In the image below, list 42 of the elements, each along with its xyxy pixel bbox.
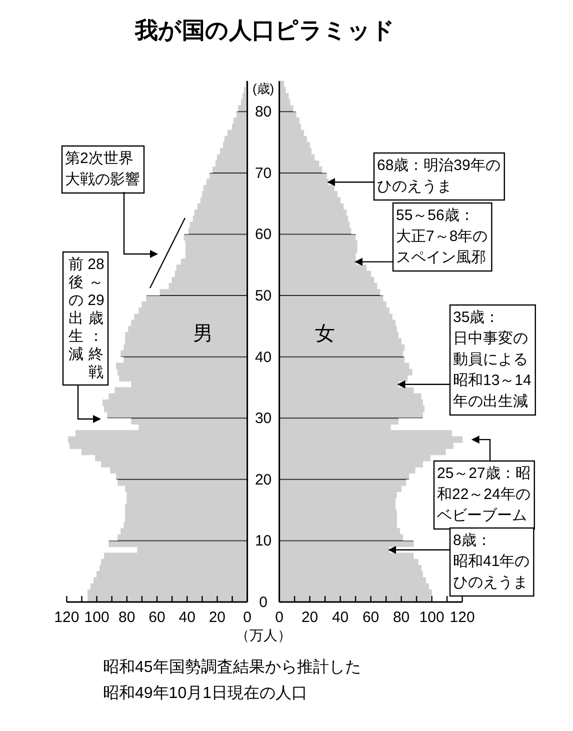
- annotation: 前後の出生減: [68, 256, 84, 363]
- x-tick-label: 120: [450, 609, 475, 626]
- x-axis-title: （万人）: [235, 627, 292, 643]
- annotation: 68歳：明治39年のひのえうま: [377, 157, 500, 195]
- annotation: 25～27歳：昭和22～24年のベビーブーム: [433, 436, 535, 530]
- y-tick-label: 80: [254, 104, 272, 121]
- chart-title: 我が国の人口ピラミッド: [134, 17, 395, 43]
- x-tick-label: 100: [84, 609, 110, 626]
- annotation: 28～29歳：終戦: [87, 256, 105, 382]
- annotation: 25～27歳：昭和22～24年のベビーブーム: [437, 465, 530, 524]
- x-tick-label: 100: [419, 609, 444, 626]
- annotation: 8歳：昭和41年のひのえうま: [388, 527, 534, 597]
- y-axis-title: (歳): [252, 81, 274, 96]
- y-tick-label: 10: [254, 532, 272, 550]
- x-tick-label: 80: [118, 609, 136, 626]
- series-label: 男: [193, 323, 213, 345]
- x-tick-label: 60: [148, 609, 166, 626]
- x-tick-label: 120: [54, 609, 80, 626]
- annotation: 35歳：日中事変の動員による昭和13～14年の出生減: [397, 304, 536, 416]
- x-tick-label: 80: [392, 609, 410, 626]
- annotation: 第2次世界大戦の影響: [65, 150, 140, 188]
- x-tick-label: 60: [362, 609, 380, 626]
- series-label: 女: [315, 323, 335, 345]
- y-tick-label: 40: [254, 348, 272, 366]
- x-tick-label: 40: [178, 609, 196, 626]
- y-tick-label: 30: [254, 410, 272, 428]
- y-tick-label: 70: [254, 164, 272, 182]
- annotation: 55～56歳：大正7～8年のスペイン風邪: [396, 207, 488, 266]
- y-tick-label: 60: [254, 226, 272, 244]
- x-tick-label: 20: [208, 609, 226, 626]
- annotation: 55～56歳：大正7～8年のスペイン風邪: [354, 202, 492, 272]
- annotation: 35歳：日中事変の動員による昭和13～14年の出生減: [453, 309, 532, 410]
- x-tick-label: 0: [243, 609, 252, 626]
- x-tick-label: 20: [301, 609, 318, 626]
- x-tick-label: 0: [275, 609, 284, 626]
- annotation: 68歳：明治39年のひのえうま: [327, 152, 505, 201]
- annotation: 8歳：昭和41年のひのえうま: [453, 532, 530, 591]
- y-tick-label: 50: [254, 288, 272, 305]
- x-tick-label: 40: [332, 609, 349, 626]
- y-tick-label: 20: [254, 471, 272, 488]
- y-tick-label: 0: [259, 594, 268, 611]
- text: 昭和45年国勢調査結果から推計した昭和49年10月1日現在の人口: [103, 658, 361, 702]
